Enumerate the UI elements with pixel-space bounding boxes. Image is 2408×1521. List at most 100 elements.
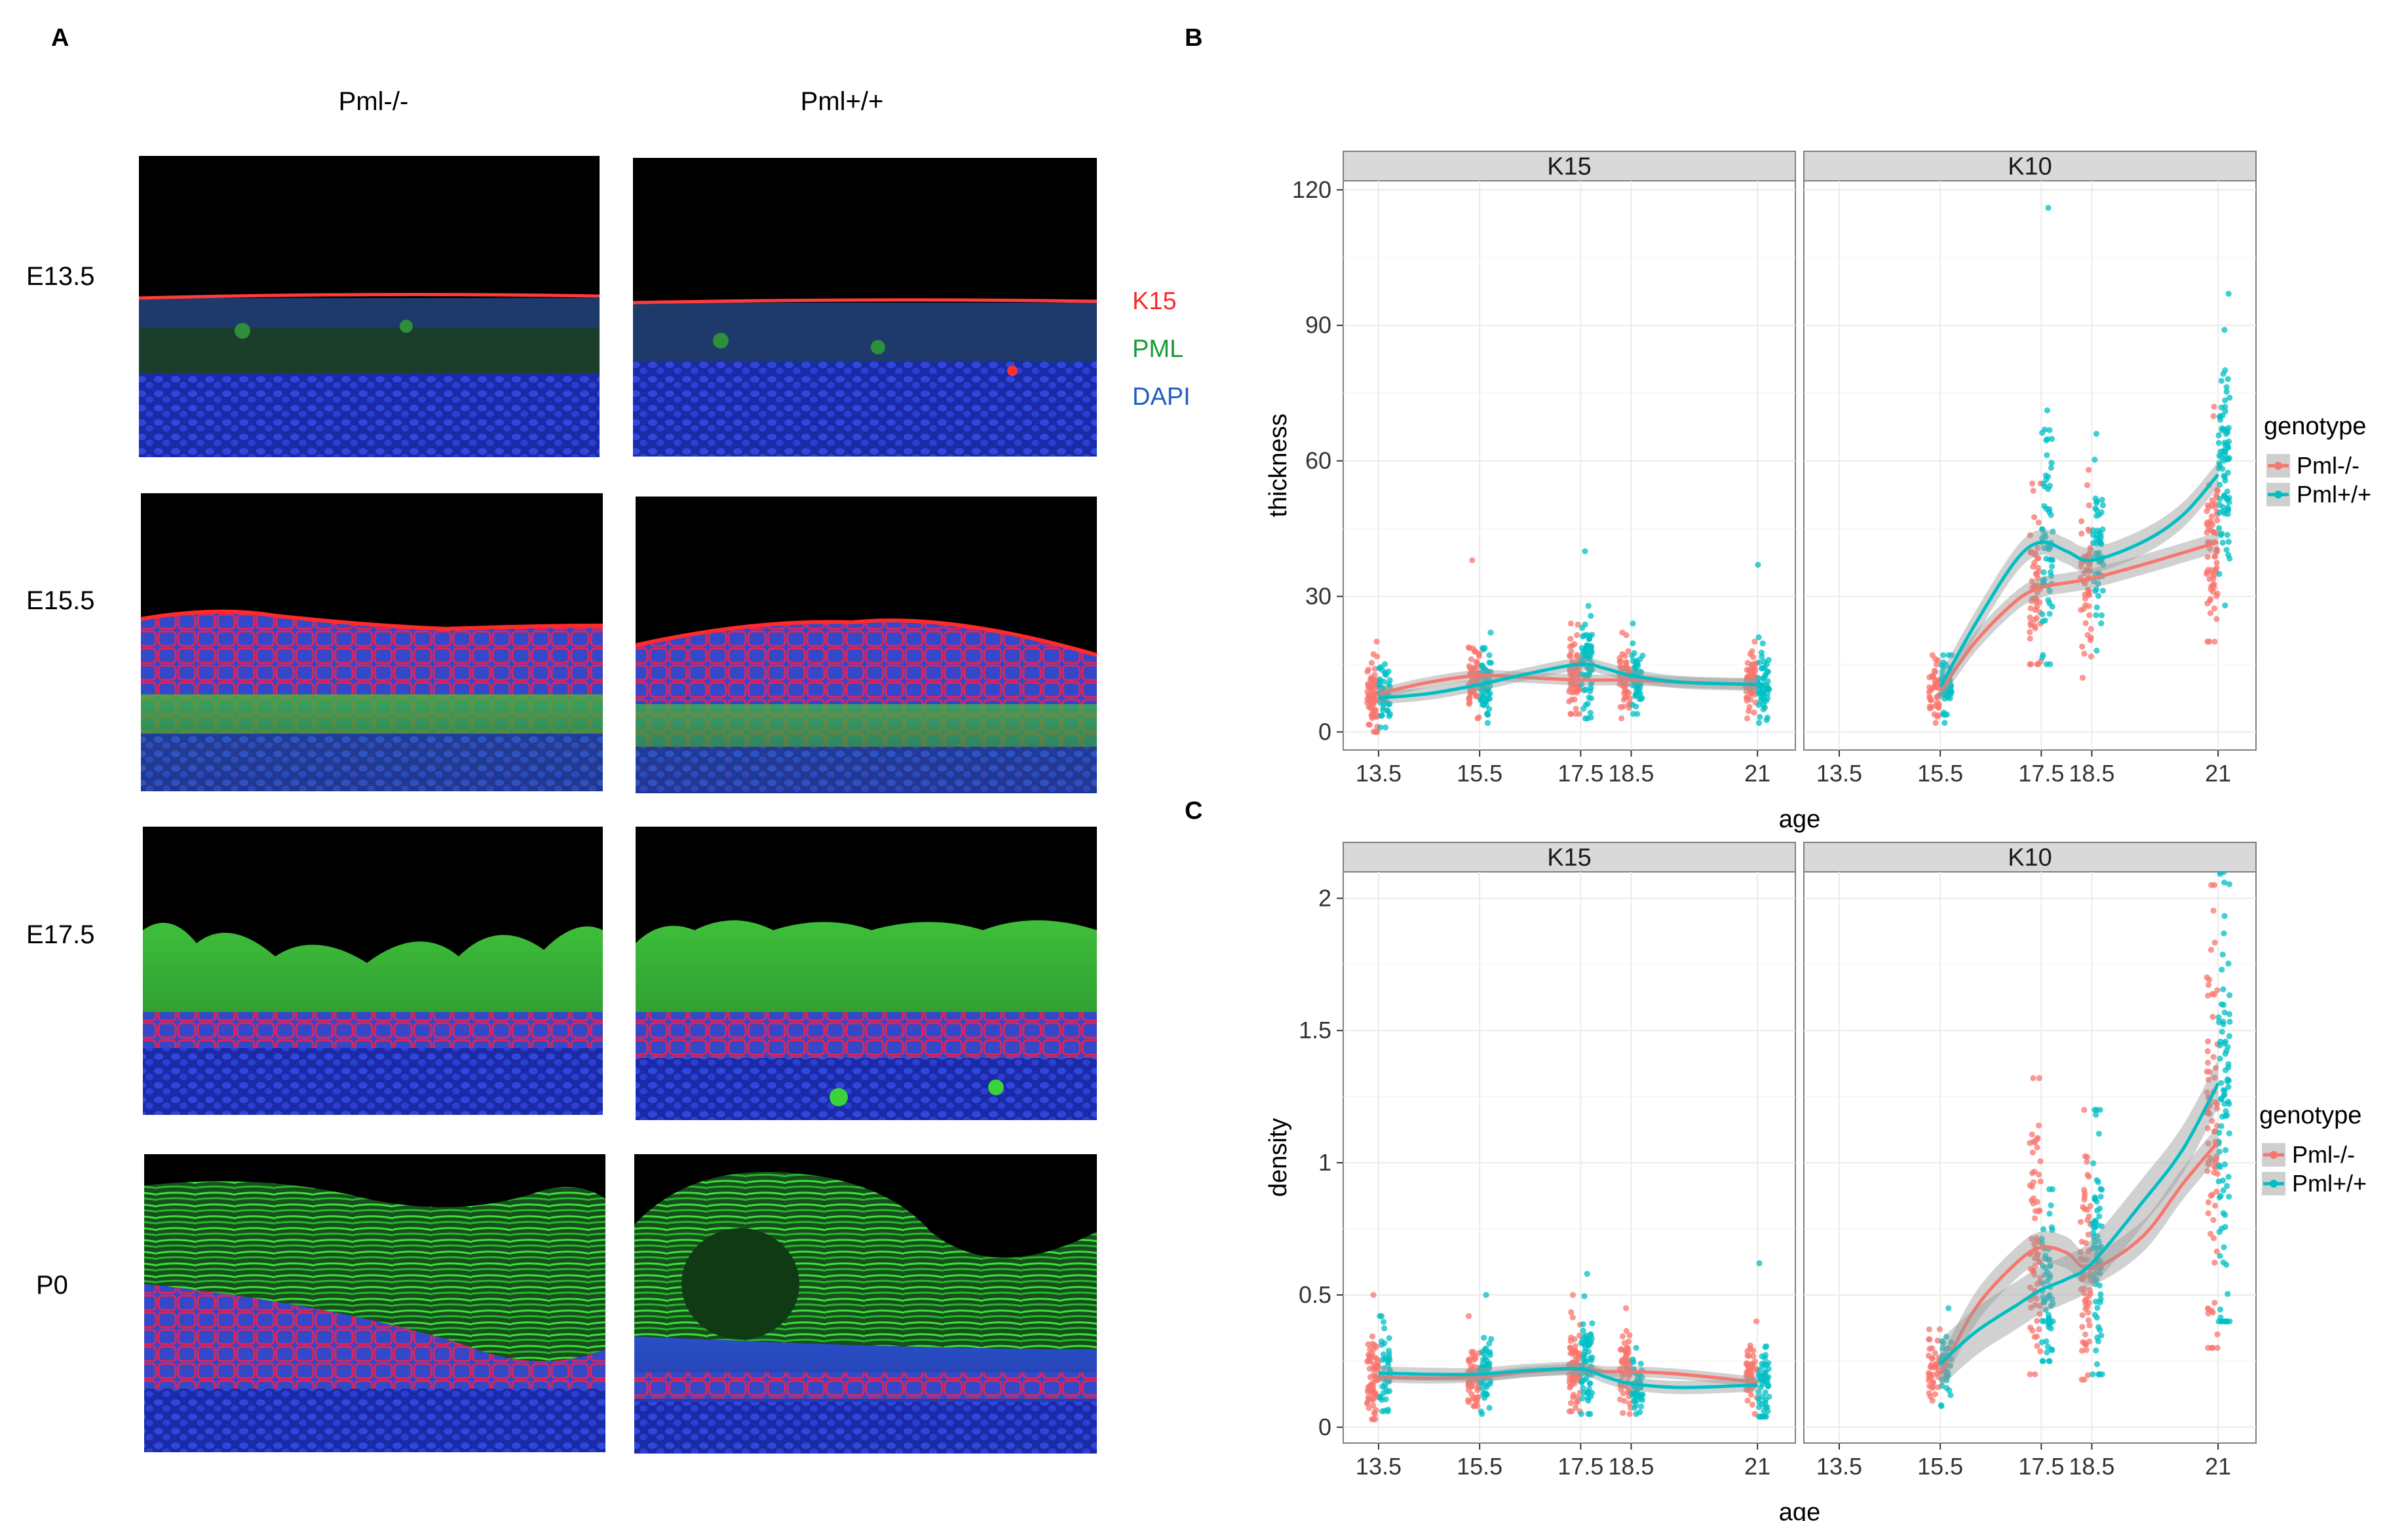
data-point [2048, 1302, 2054, 1309]
data-point [2081, 1106, 2088, 1113]
points-pml-ko [1926, 404, 2221, 726]
data-point [1626, 1410, 1633, 1418]
data-point [1630, 702, 1636, 708]
data-point [2224, 1076, 2231, 1083]
data-point [2044, 436, 2051, 443]
data-point [2212, 1064, 2219, 1071]
data-point [2217, 1055, 2223, 1062]
data-point [1479, 645, 1486, 651]
data-point [2093, 1314, 2100, 1321]
data-point [1584, 1271, 1590, 1277]
smooth-line-pml-wt [1378, 662, 1758, 700]
data-point [1630, 711, 1636, 717]
data-point [2211, 553, 2218, 560]
data-point [1385, 1347, 1392, 1354]
data-point [2225, 424, 2232, 431]
data-point [2031, 1215, 2038, 1222]
data-point [2204, 1089, 2210, 1096]
y-tick-label: 90 [1305, 312, 1331, 339]
micrograph-e15-5-pml-wt [635, 497, 1098, 793]
data-point [2083, 1296, 2090, 1303]
data-point [2082, 1331, 2089, 1338]
column-title-pml-ko: Pml-/- [339, 87, 409, 116]
data-point [1748, 689, 1755, 696]
facet-k15: K15 13.5 15.5 17.5 18.5 21 0 0.5 1 1.5 2 [1299, 842, 1796, 1480]
legend-label-pml-ko: Pml-/- [2297, 452, 2360, 479]
data-point [2046, 588, 2053, 594]
data-point [2097, 1106, 2103, 1113]
data-point [2226, 1019, 2233, 1025]
data-point [2096, 512, 2103, 518]
data-point [2221, 474, 2228, 481]
data-point [1630, 620, 1636, 627]
data-point [1373, 1376, 1379, 1383]
data-point [1755, 1389, 1762, 1396]
data-point [2209, 1117, 2215, 1124]
data-point [1635, 689, 1642, 696]
data-point [2222, 397, 2228, 404]
data-point [1580, 1341, 1587, 1347]
data-point [2033, 599, 2039, 606]
data-point [1626, 695, 1633, 702]
data-point [2205, 982, 2212, 988]
data-point [1630, 1356, 1636, 1363]
data-point [1381, 661, 1388, 667]
data-point [2215, 1014, 2222, 1021]
data-point [1568, 648, 1575, 655]
data-point [1589, 1320, 1596, 1326]
data-point [2222, 1147, 2229, 1154]
data-point [2216, 1129, 2223, 1136]
data-point [1469, 1383, 1476, 1390]
data-point [2217, 1193, 2224, 1199]
facet-strip-label: K10 [2008, 153, 2052, 181]
data-point [2028, 1235, 2035, 1242]
stain-label-dapi: DAPI [1132, 383, 1191, 411]
data-point [2223, 1262, 2230, 1268]
data-point [2041, 503, 2048, 510]
data-point [1932, 669, 1939, 675]
data-point [2046, 1358, 2053, 1364]
y-tick-label: 0.5 [1299, 1281, 1331, 1308]
data-point [1761, 704, 1768, 711]
data-point [1761, 681, 1767, 688]
data-point [2219, 951, 2226, 958]
data-point [2040, 569, 2047, 576]
data-point [2030, 1075, 2036, 1081]
data-point [2027, 614, 2033, 621]
data-point [1756, 1260, 1763, 1267]
data-point [2045, 204, 2052, 211]
data-point [1580, 1385, 1586, 1391]
data-point [2078, 1255, 2084, 1262]
x-tick-label: 21 [2205, 1453, 2231, 1480]
data-point [2225, 960, 2232, 967]
data-point [2098, 612, 2105, 618]
data-point [2097, 538, 2104, 545]
data-point [2214, 1105, 2221, 1112]
data-point [2207, 610, 2214, 616]
data-point [1940, 1345, 1946, 1352]
data-point [1586, 694, 1592, 701]
data-point [2037, 1178, 2044, 1185]
data-point [2205, 567, 2211, 573]
data-point [1763, 1343, 1770, 1349]
data-point [2027, 629, 2033, 635]
data-point [2048, 556, 2055, 563]
facet-strip-label: K15 [1547, 844, 1592, 872]
data-point [1385, 668, 1392, 675]
data-point [1365, 666, 1372, 673]
x-tick-label: 18.5 [1608, 760, 1654, 787]
data-point [1573, 1404, 1579, 1411]
x-tick-label: 17.5 [1558, 1453, 1603, 1480]
x-tick-label: 15.5 [1917, 1453, 1963, 1480]
data-point [1580, 1321, 1586, 1328]
data-point [1926, 704, 1933, 710]
data-point [2205, 1076, 2212, 1083]
data-point [1476, 650, 1482, 657]
data-point [1617, 704, 1624, 710]
data-point [2223, 1108, 2229, 1114]
data-point [1624, 1344, 1631, 1351]
data-point [2027, 635, 2033, 642]
data-point [2093, 1347, 2099, 1354]
data-point [2205, 1059, 2211, 1066]
data-point [1934, 713, 1941, 720]
